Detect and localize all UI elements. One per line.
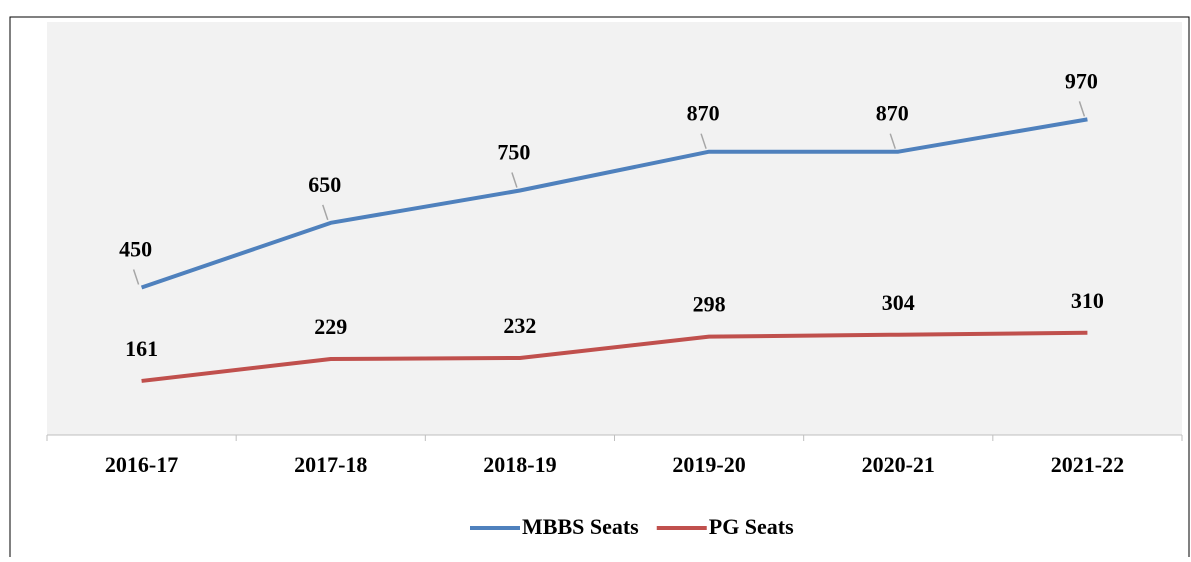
leader-line — [322, 204, 329, 221]
data-label: 232 — [503, 313, 536, 338]
x-tick-label: 2017-18 — [294, 452, 367, 477]
data-label: 450 — [119, 237, 152, 262]
series-line — [140, 117, 1088, 290]
data-label: 310 — [1071, 288, 1104, 313]
plot-area — [47, 22, 1182, 435]
data-label: 870 — [876, 101, 909, 126]
x-tick-label: 2018-19 — [483, 452, 556, 477]
leader-line — [889, 133, 896, 149]
leader-line — [132, 269, 140, 285]
legend-label: MBBS Seats — [522, 514, 639, 539]
series-line — [141, 330, 1088, 383]
data-label: 298 — [693, 292, 726, 317]
leader-line — [1078, 101, 1086, 117]
x-tick-label: 2020-21 — [862, 452, 935, 477]
data-label: 304 — [882, 290, 915, 315]
legend-label: PG Seats — [709, 514, 794, 539]
data-label: 750 — [497, 140, 530, 165]
data-label: 229 — [314, 314, 347, 339]
data-label: 161 — [125, 336, 158, 361]
data-label: 650 — [308, 172, 341, 197]
data-label: 970 — [1065, 68, 1098, 93]
x-tick-label: 2021-22 — [1051, 452, 1124, 477]
data-label: 870 — [687, 101, 720, 126]
leader-line — [700, 133, 707, 149]
x-tick-label: 2016-17 — [105, 452, 178, 477]
leader-line — [511, 172, 518, 188]
x-tick-label: 2019-20 — [672, 452, 745, 477]
